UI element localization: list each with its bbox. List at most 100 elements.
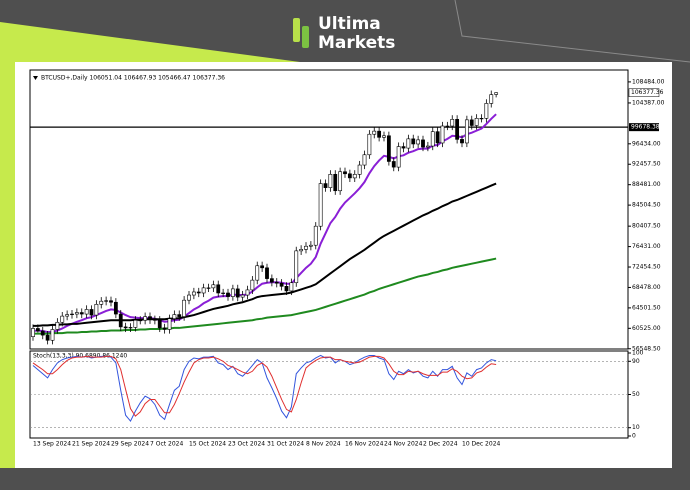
candle-body (177, 314, 182, 317)
candle-body (162, 327, 167, 330)
candle-body (201, 287, 206, 294)
candle-body (279, 282, 284, 287)
x-tick-label: 7 Oct 2024 (150, 441, 183, 448)
candle-body (391, 161, 396, 168)
stoch-line (32, 355, 497, 417)
moving-average (33, 257, 497, 335)
candle-body (489, 94, 494, 104)
y-tick-label: 108484.00 (632, 78, 665, 85)
candle-body (191, 291, 196, 296)
candle-body (138, 319, 143, 322)
candle-body (152, 319, 157, 321)
candle-body (455, 119, 460, 140)
candle-body (182, 299, 187, 317)
candle-body (226, 292, 230, 297)
candle-body (421, 139, 425, 148)
candle-body (84, 309, 89, 315)
logo-text: Markets (318, 33, 395, 53)
logo: Ultima Markets (293, 14, 395, 53)
candle-body (435, 131, 440, 144)
candle-body (35, 328, 40, 332)
candle-body (430, 131, 435, 147)
candle-body (221, 292, 226, 294)
candle-body (206, 287, 211, 289)
x-tick-label: 29 Sep 2024 (111, 441, 149, 448)
candle-body (235, 288, 240, 298)
y-tick-label: 84504.50 (632, 202, 661, 209)
logo-bar (302, 26, 309, 48)
candle-body (445, 125, 450, 127)
candle-body (284, 286, 289, 292)
price-pane (29, 69, 629, 350)
candle-body (333, 174, 338, 192)
x-tick-label: 10 Dec 2024 (462, 441, 501, 448)
stoch-title: Stoch(13,3,3) 90.6890 86.1240 (33, 353, 127, 360)
price-box (629, 123, 659, 132)
moving-average (32, 113, 497, 334)
candle-body (352, 174, 357, 179)
candle-body (494, 92, 499, 95)
candle-body (274, 281, 279, 284)
candle-body (299, 249, 304, 252)
candle-body (406, 138, 411, 149)
candle-body (338, 171, 343, 192)
y-tick-label: 80407.50 (632, 223, 661, 230)
candle-body (265, 267, 269, 279)
y-tick-label: 104387.00 (632, 99, 665, 106)
candle-body (50, 329, 55, 341)
candle-body (250, 279, 255, 291)
candle-body (109, 300, 113, 303)
candle-body (377, 130, 382, 138)
candle-body (401, 146, 406, 149)
candle-body (211, 284, 216, 289)
candle-body (60, 315, 65, 323)
candle-body (425, 145, 430, 148)
candle-body (313, 225, 318, 246)
candle-body (289, 282, 294, 292)
y-tick-label: 100 (632, 350, 644, 357)
y-tick-label: 10 (632, 424, 640, 431)
x-tick-label: 15 Oct 2024 (189, 441, 226, 448)
candle-body (474, 117, 479, 126)
y-tick-label: 72454.50 (632, 264, 661, 271)
candle-body (196, 291, 201, 294)
candle-body (167, 318, 172, 330)
candle-body (396, 146, 401, 168)
x-tick-label: 23 Oct 2024 (228, 441, 265, 448)
candle-body (460, 139, 464, 144)
candle-body (347, 173, 352, 179)
candle-body (411, 138, 416, 145)
candle-body (308, 244, 313, 247)
candle-body (172, 314, 177, 319)
candle-body (464, 119, 469, 144)
candle-body (133, 319, 138, 328)
candle-body (230, 288, 235, 297)
candle-body (484, 103, 489, 119)
x-tick-label: 31 Oct 2024 (267, 441, 304, 448)
logo-bar (293, 18, 300, 42)
chart-title: BTCUSD+,Daily 106051.04 106467.93 105466… (41, 75, 225, 82)
y-tick-label: 50 (632, 391, 640, 398)
y-tick-label: 90 (632, 358, 640, 365)
candle-body (89, 309, 94, 316)
y-tick-label: 68478.00 (632, 284, 661, 291)
candle-body (416, 139, 421, 145)
candle-body (148, 316, 152, 321)
candle-body (31, 328, 35, 337)
hline-label: 99678.38 (631, 124, 660, 131)
candle-body (123, 326, 128, 329)
candle-body (328, 174, 333, 188)
candle-body (269, 278, 274, 283)
x-tick-label: 16 Nov 2024 (345, 441, 384, 448)
candle-body (382, 135, 386, 138)
candle-body (245, 289, 250, 296)
price-box (628, 88, 660, 97)
candle-body (318, 183, 323, 227)
candle-body (362, 154, 367, 166)
candle-body (260, 265, 265, 269)
logo-text: Ultima (318, 14, 381, 34)
candle-body (304, 245, 308, 250)
candle-body (367, 133, 372, 156)
menu-arrow (33, 76, 38, 80)
